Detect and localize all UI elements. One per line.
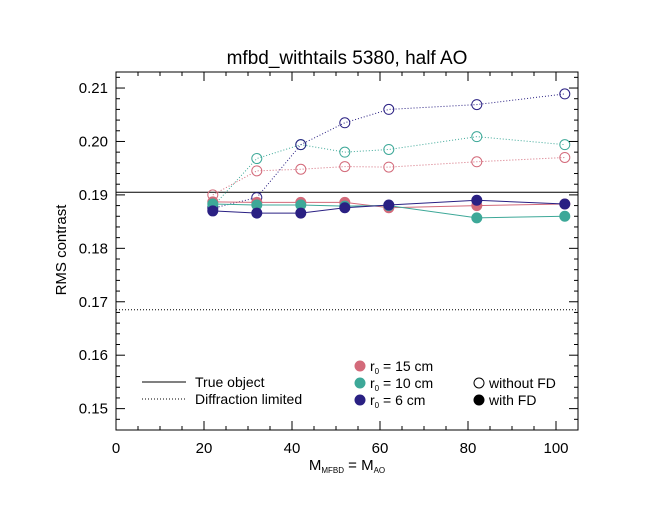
data-point-filled (559, 210, 571, 222)
data-point-filled (471, 212, 483, 224)
data-point-open (559, 151, 571, 163)
y-axis-label: RMS contrast (53, 204, 70, 296)
x-axis-label: MMFBD = MAO (309, 457, 385, 475)
chart-title: mfbd_withtails 5380, half AO (227, 48, 468, 69)
data-point-open (471, 99, 483, 111)
legend-label: r0 = 10 cm (370, 375, 433, 393)
legend-open-marker (473, 377, 485, 389)
data-point-filled (559, 198, 571, 210)
y-tick-label: 0.21 (79, 80, 108, 97)
series-line (212, 156, 565, 196)
x-axis: 0 20 40 60 80 100 (112, 72, 569, 457)
y-tick-label: 0.15 (79, 401, 108, 418)
data-point-open (251, 165, 263, 177)
data-point-filled (207, 205, 219, 217)
data-point-open (383, 103, 395, 115)
y-tick-label: 0.16 (79, 347, 108, 364)
series-line (212, 93, 565, 209)
plot-frame (115, 71, 579, 431)
data-point-open (339, 117, 351, 129)
data-point-open (251, 153, 263, 165)
legend-color-marker (354, 394, 366, 406)
data-point-open (383, 143, 395, 155)
data-point-open (339, 161, 351, 173)
legend-label: without FD (488, 375, 556, 391)
legend-label: r0 = 6 cm (370, 392, 425, 410)
legend-label: Diffraction limited (195, 391, 302, 407)
x-tick-label: 20 (196, 440, 213, 457)
data-point-filled (383, 199, 395, 211)
data-point-filled (251, 207, 263, 219)
y-tick-label: 0.20 (79, 133, 108, 150)
y-tick-label: 0.18 (79, 240, 108, 257)
data-point-open (471, 156, 483, 168)
legend-label: True object (195, 374, 265, 390)
data-point-open (559, 88, 571, 100)
plot-area (115, 71, 579, 431)
y-tick-label: 0.19 (79, 187, 108, 204)
legend-color-marker (354, 360, 366, 372)
data-point-filled (471, 194, 483, 206)
data-point-open (339, 146, 351, 158)
x-tick-label: 40 (284, 440, 301, 457)
legend-label: r0 = 15 cm (370, 358, 433, 376)
legend-label: with FD (488, 392, 536, 408)
x-tick-label: 0 (112, 440, 120, 457)
legend-color-marker (354, 377, 366, 389)
x-tick-label: 100 (543, 440, 568, 457)
data-point-open (471, 131, 483, 143)
x-tick-label: 80 (460, 440, 477, 457)
x-tick-label: 60 (372, 440, 389, 457)
y-axis: 0.15 0.16 0.17 0.18 0.19 0.20 0.21 (79, 76, 578, 431)
data-point-open (559, 139, 571, 151)
data-point-open (295, 163, 307, 175)
data-point-open (295, 139, 307, 151)
series-line (212, 136, 565, 207)
legend-filled-marker (473, 394, 485, 406)
data-point-filled (295, 207, 307, 219)
data-point-open (383, 161, 395, 173)
y-tick-label: 0.17 (79, 294, 108, 311)
data-point-filled (339, 202, 351, 214)
series-layer (207, 88, 571, 224)
reference-lines (116, 191, 578, 311)
